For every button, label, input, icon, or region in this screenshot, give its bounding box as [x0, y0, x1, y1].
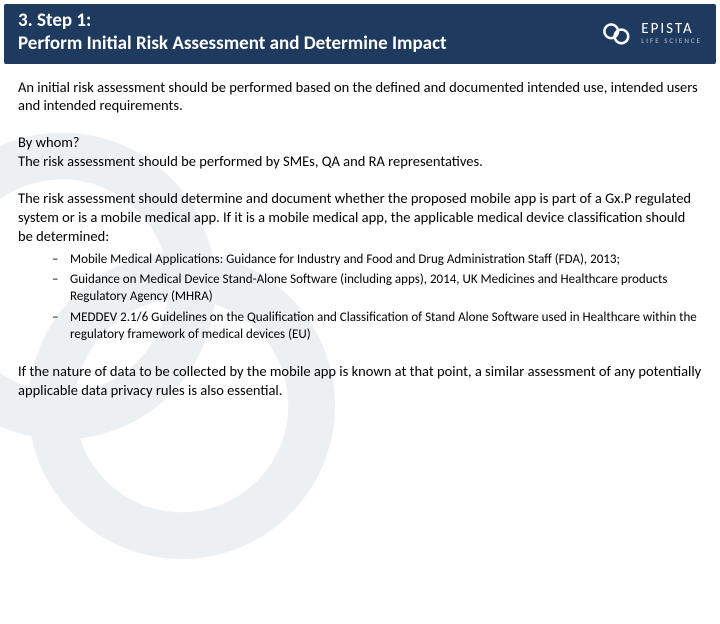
infinity-icon — [601, 19, 635, 47]
paragraph-determine: The risk assessment should determine and… — [18, 189, 702, 246]
list-item: – Mobile Medical Applications: Guidance … — [52, 252, 702, 269]
dash-bullet: – — [52, 252, 70, 269]
slide-header: 3. Step 1: Perform Initial Risk Assessme… — [4, 4, 716, 64]
list-item: – Guidance on Medical Device Stand-Alone… — [52, 272, 702, 306]
brand-tagline: LIFE SCIENCE — [641, 37, 702, 44]
list-item: – MEDDEV 2.1/6 Guidelines on the Qualifi… — [52, 310, 702, 344]
dash-bullet: – — [52, 272, 70, 306]
bywhom-answer: The risk assessment should be performed … — [18, 152, 483, 170]
slide-body: An initial risk assessment should be per… — [0, 68, 720, 428]
list-item-text: Guidance on Medical Device Stand-Alone S… — [70, 272, 702, 306]
slide-title: 3. Step 1: Perform Initial Risk Assessme… — [18, 10, 447, 56]
dash-bullet: – — [52, 310, 70, 344]
bywhom-question: By whom? — [18, 133, 80, 151]
paragraph-privacy: If the nature of data to be collected by… — [18, 362, 702, 400]
list-item-text: MEDDEV 2.1/6 Guidelines on the Qualifica… — [70, 310, 702, 344]
list-item-text: Mobile Medical Applications: Guidance fo… — [70, 252, 620, 269]
brand-logo: EPISTA LIFE SCIENCE — [601, 19, 702, 47]
title-line2: Perform Initial Risk Assessment and Dete… — [18, 32, 447, 55]
brand-name: EPISTA — [641, 22, 702, 37]
paragraph-bywhom: By whom? The risk assessment should be p… — [18, 133, 702, 171]
paragraph-intro: An initial risk assessment should be per… — [18, 78, 702, 116]
brand-text: EPISTA LIFE SCIENCE — [641, 22, 702, 44]
title-line1: 3. Step 1: — [18, 9, 91, 32]
guidance-list: – Mobile Medical Applications: Guidance … — [52, 252, 702, 344]
